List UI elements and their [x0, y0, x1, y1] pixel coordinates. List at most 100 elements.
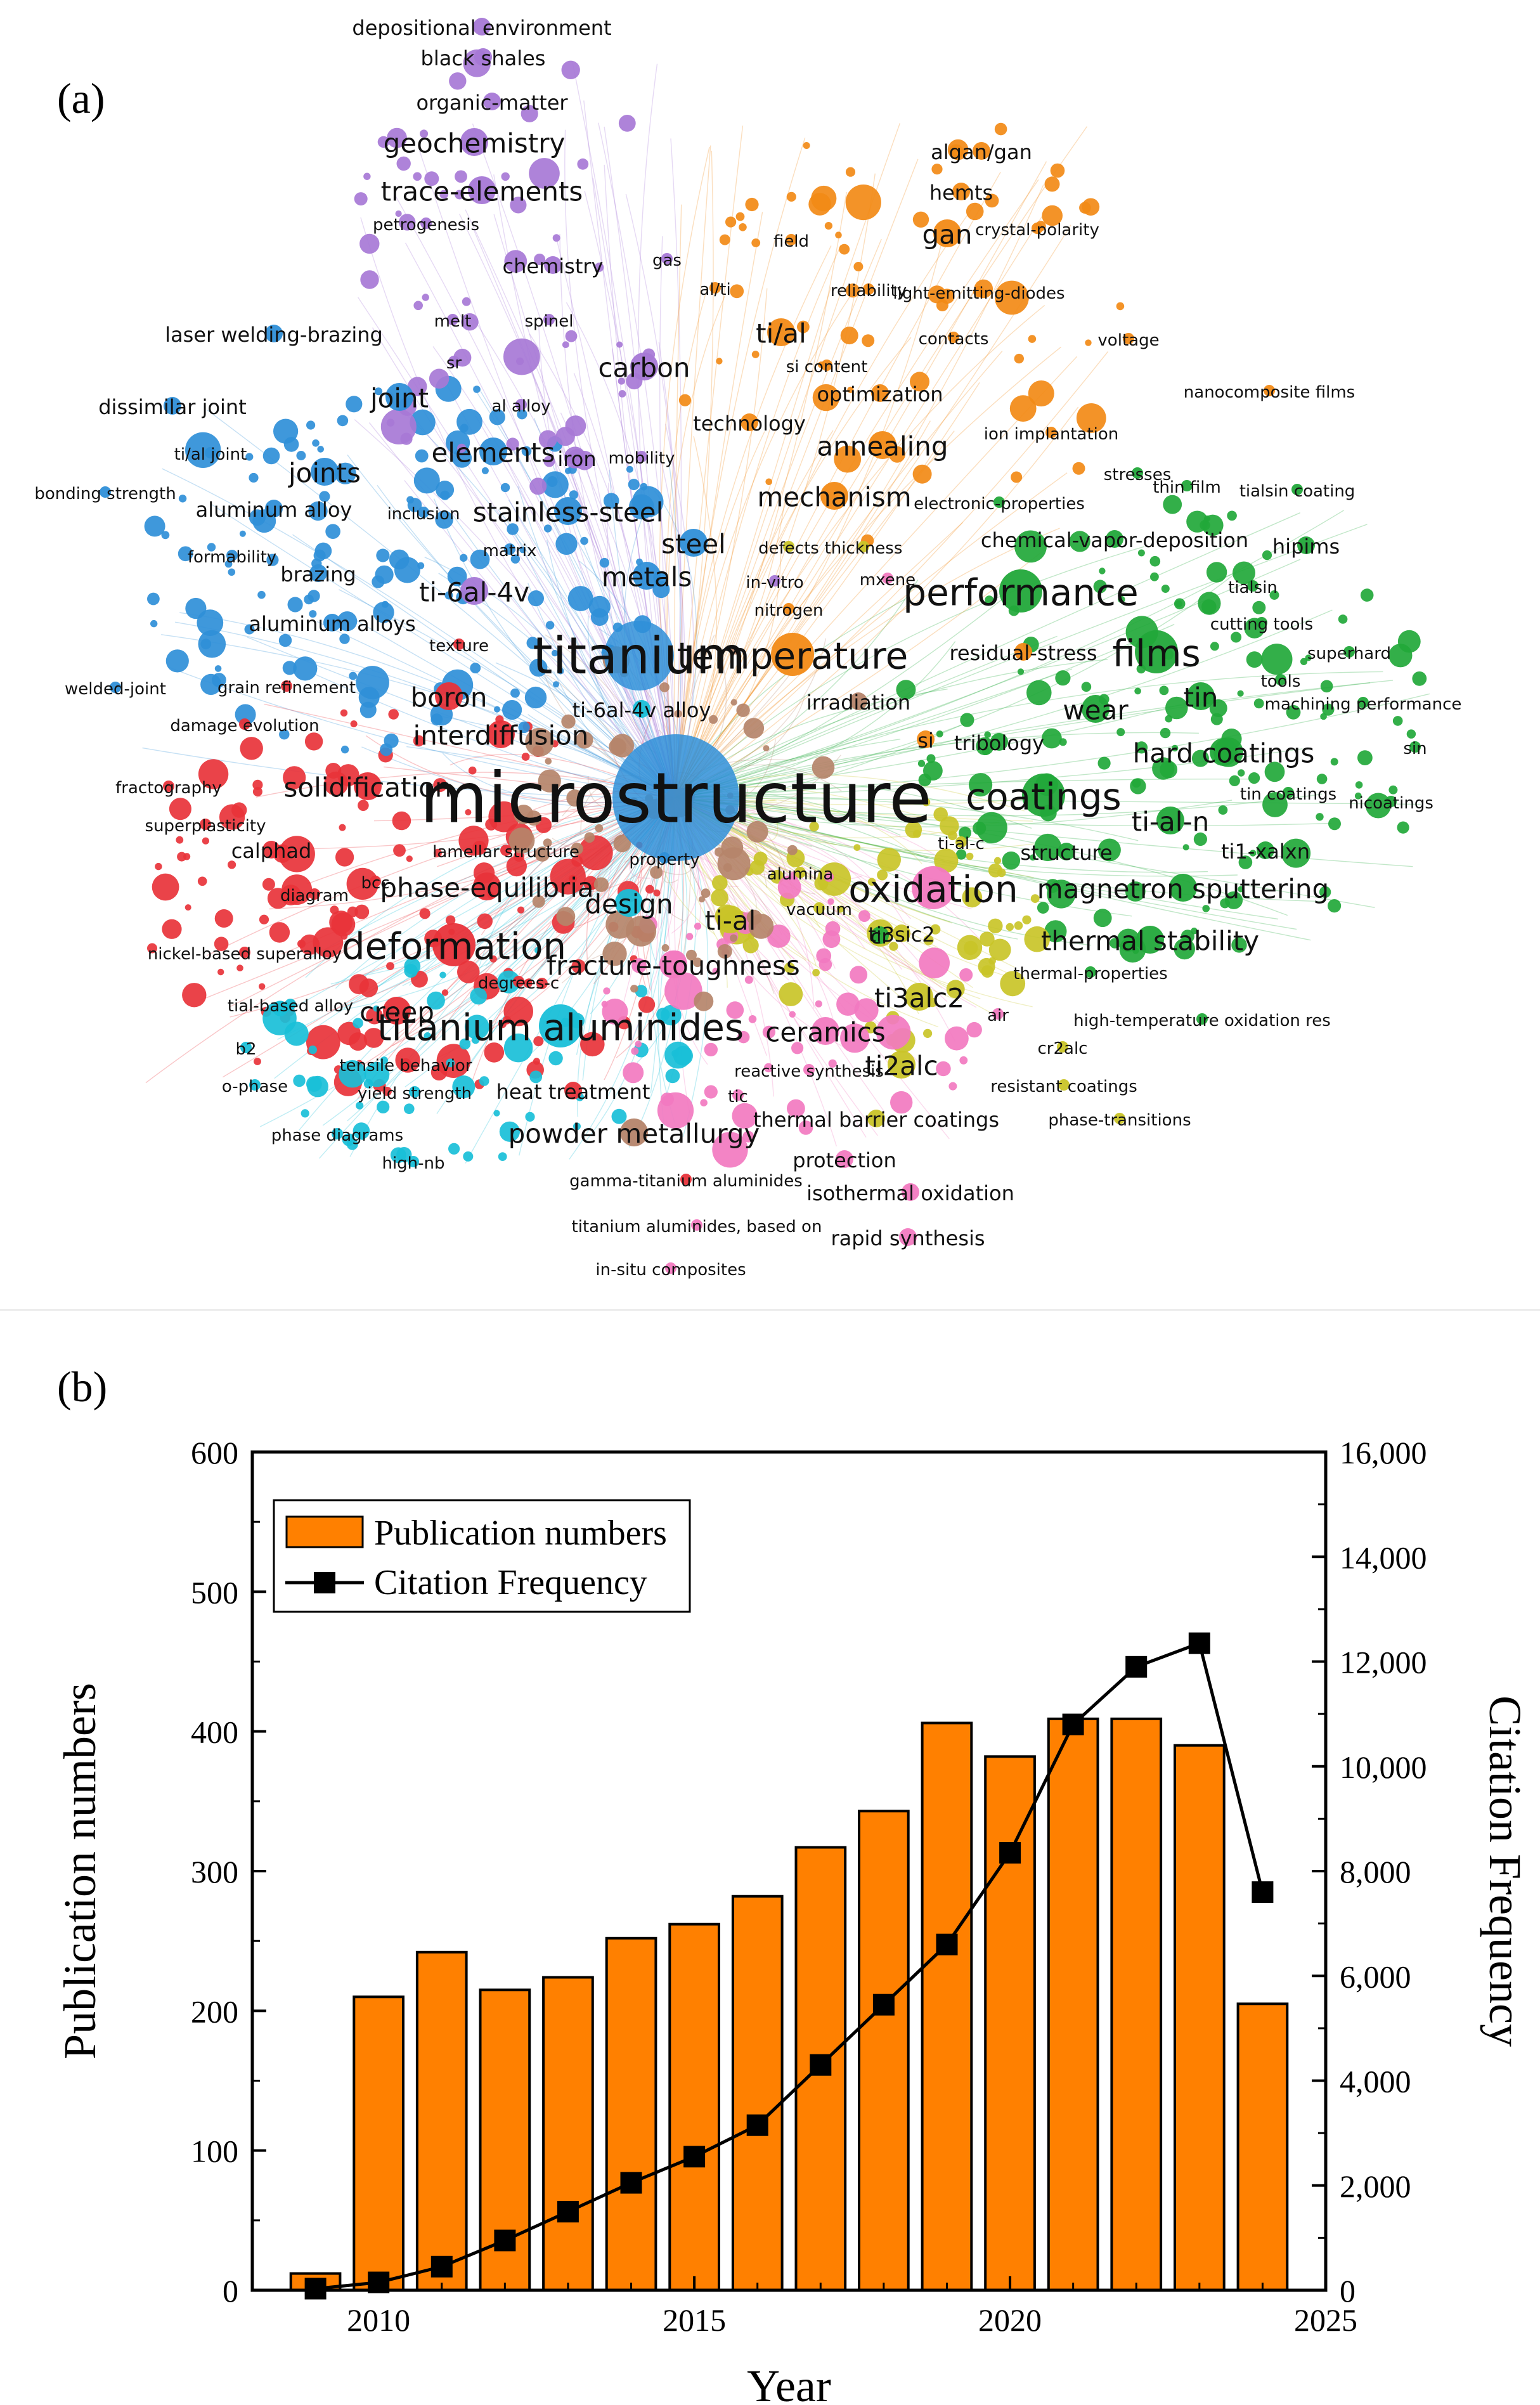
network-node	[850, 966, 868, 984]
network-link	[674, 528, 1060, 798]
panel-a-label: (a)	[57, 74, 105, 122]
network-node	[330, 905, 339, 914]
publication-bar-2019	[921, 1721, 973, 2292]
network-node	[1171, 744, 1179, 752]
keyword-label: depositional environment	[352, 16, 611, 40]
network-link	[674, 245, 841, 798]
network-node	[736, 703, 750, 717]
keyword-node	[487, 720, 515, 748]
network-node	[936, 730, 943, 737]
network-node	[611, 1108, 627, 1124]
keyword-node	[999, 569, 1042, 613]
network-node	[353, 1122, 370, 1139]
network-node	[1262, 792, 1288, 817]
network-node	[356, 1101, 364, 1110]
network-node	[1206, 562, 1227, 583]
keyword-label: electronic-properties	[914, 495, 1085, 514]
keyword-label: chemistry	[503, 254, 604, 278]
keyword-label: tialsin coating	[1239, 482, 1356, 501]
network-node	[502, 700, 522, 720]
keyword-label: titanium aluminides	[377, 1006, 744, 1049]
network-node	[835, 231, 842, 239]
network-node	[455, 190, 465, 200]
network-node	[456, 408, 482, 435]
network-node	[1150, 572, 1159, 581]
keyword-node	[239, 947, 250, 958]
network-node	[392, 811, 411, 831]
keyword-node	[902, 1183, 919, 1201]
network-node	[513, 850, 525, 862]
network-node	[787, 845, 798, 855]
keyword-node	[783, 603, 794, 614]
network-link	[674, 430, 834, 798]
network-node	[748, 1015, 757, 1023]
network-node	[293, 656, 318, 681]
publication-bar-2020	[984, 1755, 1036, 2292]
network-node	[282, 661, 297, 675]
network-node	[595, 824, 604, 833]
network-node	[661, 944, 670, 952]
network-node	[358, 800, 369, 811]
network-node	[465, 809, 472, 815]
network-node	[923, 935, 934, 945]
network-node	[635, 1040, 642, 1047]
network-node	[281, 874, 313, 905]
network-node	[779, 982, 803, 1006]
network-node	[853, 262, 864, 271]
network-node	[182, 983, 207, 1008]
keyword-node	[323, 614, 341, 632]
keyword-label: superplasticity	[145, 817, 266, 836]
keyword-label: tribology	[954, 731, 1044, 755]
network-link	[674, 671, 1383, 798]
network-node	[584, 832, 595, 843]
network-node	[557, 668, 564, 675]
keyword-label: degrees-c	[478, 974, 559, 993]
network-node	[947, 139, 969, 160]
keyword-node	[820, 482, 848, 510]
network-node	[1322, 703, 1335, 716]
network-node	[744, 975, 753, 984]
network-link	[674, 161, 1047, 798]
publication-bar-2014	[605, 1936, 657, 2292]
network-node	[524, 686, 547, 709]
keyword-node	[479, 438, 507, 465]
network-node	[556, 907, 576, 926]
publication-bar-2013	[542, 1976, 594, 2292]
y-axis-label: Publication numbers	[55, 1683, 105, 2059]
network-node	[1360, 588, 1374, 602]
network-node	[555, 533, 578, 555]
keyword-label: cr	[870, 924, 891, 949]
network-node	[701, 888, 711, 898]
network-node	[307, 590, 320, 602]
network-node	[346, 396, 363, 413]
keyword-label: lamellar structure	[432, 843, 579, 862]
network-node	[519, 547, 526, 554]
network-node	[1397, 821, 1409, 834]
network-node	[441, 989, 449, 996]
network-node	[1252, 600, 1266, 614]
network-link	[674, 682, 1371, 798]
network-node	[605, 910, 635, 939]
network-node	[1002, 851, 1021, 870]
publication-bar-2011	[415, 1950, 468, 2292]
network-node	[910, 372, 929, 392]
network-node	[1246, 651, 1263, 668]
network-node	[660, 1092, 674, 1106]
network-node	[1116, 302, 1125, 311]
network-node	[380, 1056, 389, 1065]
network-node	[571, 843, 583, 855]
network-node	[1135, 741, 1148, 754]
network-node	[1116, 928, 1140, 952]
network-node	[439, 971, 446, 978]
network-node	[415, 449, 429, 463]
publication-bar-2016	[731, 1895, 784, 2292]
keyword-label: al alloy	[491, 397, 550, 416]
network-node	[618, 377, 625, 385]
keyword-label: hard coatings	[1133, 738, 1315, 769]
network-node	[837, 905, 844, 913]
network-node	[912, 464, 932, 484]
network-node	[577, 158, 589, 170]
keyword-node	[661, 253, 673, 264]
network-node	[1269, 590, 1279, 600]
keyword-label: phase-equilibria	[380, 872, 593, 904]
